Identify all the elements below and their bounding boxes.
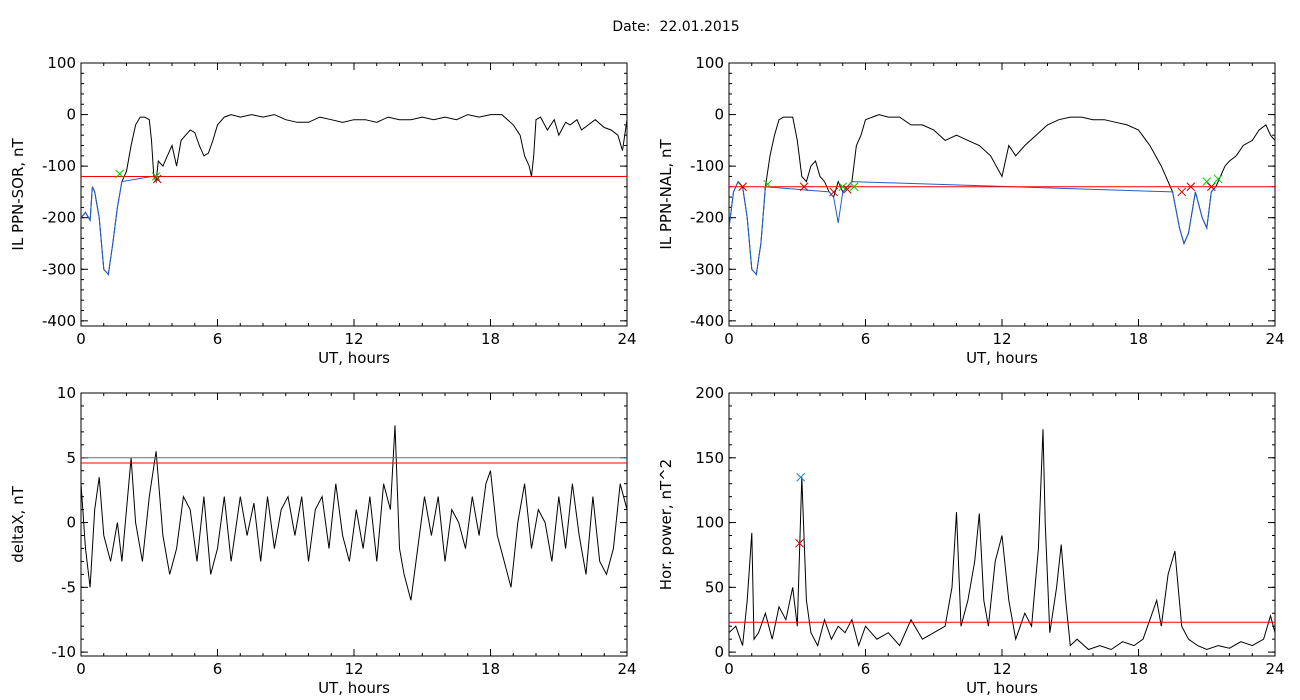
y-tick-label: 100 bbox=[695, 514, 724, 532]
y-tick-label: 10 bbox=[57, 384, 76, 402]
y-tick-label: 0 bbox=[66, 514, 76, 532]
y-tick-label: 0 bbox=[714, 643, 724, 661]
x-tick-label: 24 bbox=[617, 660, 636, 678]
x-marker bbox=[1206, 182, 1216, 192]
y-tick-label: -300 bbox=[690, 260, 724, 278]
series-line-2 bbox=[729, 180, 1217, 276]
x-tick-label: 12 bbox=[344, 330, 363, 348]
y-axis-label: IL PPN-NAL, nT bbox=[657, 139, 675, 250]
x-tick-label: 18 bbox=[1129, 330, 1148, 348]
x-tick-label: 12 bbox=[344, 660, 363, 678]
x-marker bbox=[1177, 187, 1187, 197]
y-tick-label: -300 bbox=[42, 260, 76, 278]
x-marker bbox=[842, 184, 852, 194]
x-tick-label: 0 bbox=[724, 330, 734, 348]
y-axis-label: deltaX, nT bbox=[9, 485, 27, 562]
x-marker bbox=[796, 472, 806, 482]
plot-frame bbox=[80, 62, 628, 327]
chart-panel-3: 0 6 12 18 24 10 5 0 -5 -10 UT, hours deltaX, nT bbox=[9, 384, 637, 697]
x-marker bbox=[763, 179, 773, 189]
x-tick-label: 0 bbox=[76, 660, 86, 678]
chart-panel-4: 0 6 12 18 24 200 150 100 50 0 UT, hours Hor. power,… bbox=[657, 384, 1285, 697]
x-marker bbox=[151, 172, 161, 181]
date-value: 22.01.2015 bbox=[659, 19, 740, 35]
x-tick-label: 6 bbox=[213, 660, 223, 678]
series-line-1 bbox=[729, 429, 1275, 651]
y-tick-label: -5 bbox=[61, 578, 76, 596]
chart-panel-2: 0 6 12 18 24 100 0 -100 -200 -300 -400 UT, hours IL … bbox=[657, 54, 1285, 367]
y-tick-label: -100 bbox=[690, 157, 724, 175]
page-title: Date: 22.01.2015 bbox=[0, 19, 1300, 35]
x-tick-label: 12 bbox=[992, 660, 1011, 678]
y-tick-label: 5 bbox=[66, 449, 76, 467]
x-axis-label: UT, hours bbox=[318, 679, 390, 697]
x-tick-label: 6 bbox=[861, 660, 871, 678]
x-marker bbox=[1186, 182, 1196, 192]
x-marker bbox=[838, 182, 848, 192]
y-tick-label: -400 bbox=[42, 312, 76, 330]
chart-panel-1: 0 6 12 18 24 100 0 -100 -200 -300 -400 UT, hours IL … bbox=[9, 54, 637, 367]
plot-frame bbox=[728, 392, 1276, 657]
series-line-1 bbox=[81, 114, 627, 276]
y-axis-label: Hor. power, nT^2 bbox=[657, 459, 675, 590]
x-tick-label: 12 bbox=[992, 330, 1011, 348]
y-tick-label: 200 bbox=[695, 384, 724, 402]
y-tick-label: -10 bbox=[52, 643, 77, 661]
x-marker bbox=[795, 538, 804, 548]
x-tick-label: 24 bbox=[1265, 660, 1284, 678]
y-tick-label: 100 bbox=[47, 54, 76, 72]
series-line-1 bbox=[729, 114, 1275, 276]
y-tick-label: 0 bbox=[66, 106, 76, 124]
x-tick-label: 18 bbox=[481, 660, 500, 678]
x-tick-label: 0 bbox=[76, 330, 86, 348]
x-tick-label: 0 bbox=[724, 660, 734, 678]
x-tick-label: 18 bbox=[481, 330, 500, 348]
y-tick-label: 150 bbox=[695, 449, 724, 467]
x-tick-label: 6 bbox=[861, 330, 871, 348]
y-axis-label: IL PPN-SOR, nT bbox=[9, 138, 27, 251]
series-line-1 bbox=[81, 425, 627, 601]
x-marker bbox=[849, 182, 859, 192]
x-marker bbox=[829, 187, 839, 197]
y-tick-label: -400 bbox=[690, 312, 724, 330]
x-axis-label: UT, hours bbox=[966, 679, 1038, 697]
series-line-2 bbox=[81, 176, 159, 276]
x-axis-label: UT, hours bbox=[318, 349, 390, 367]
x-marker bbox=[738, 182, 748, 192]
x-tick-label: 24 bbox=[1265, 330, 1284, 348]
y-tick-label: -200 bbox=[42, 209, 76, 227]
x-axis-label: UT, hours bbox=[966, 349, 1038, 367]
x-marker bbox=[1213, 174, 1223, 184]
x-marker bbox=[799, 182, 809, 192]
y-tick-label: 50 bbox=[705, 578, 724, 596]
x-tick-label: 24 bbox=[617, 330, 636, 348]
plot-frame bbox=[728, 62, 1276, 327]
x-marker bbox=[152, 174, 162, 184]
x-marker bbox=[115, 169, 125, 179]
x-tick-label: 6 bbox=[213, 330, 223, 348]
y-tick-label: 100 bbox=[695, 54, 724, 72]
y-tick-label: -100 bbox=[42, 157, 76, 175]
date-label: Date: bbox=[612, 19, 651, 35]
y-tick-label: -200 bbox=[690, 209, 724, 227]
x-tick-label: 18 bbox=[1129, 660, 1148, 678]
y-tick-label: 0 bbox=[714, 106, 724, 124]
